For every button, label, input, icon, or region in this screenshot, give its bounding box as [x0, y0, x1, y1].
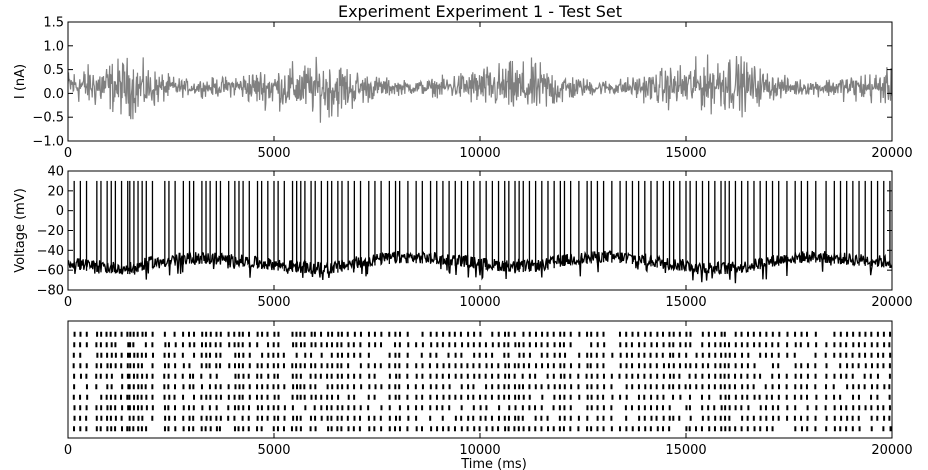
- voltage-y-label: Voltage (mV): [13, 188, 28, 273]
- current-y-tick-label: −1.0: [32, 135, 64, 150]
- current-y-tick-label: −0.5: [32, 111, 64, 126]
- raster-x-tick-label: 15000: [665, 443, 706, 458]
- current-y-label: I (nA): [13, 64, 28, 99]
- raster-x-tick-label: 10000: [459, 443, 500, 458]
- raster-x-tick-label: 5000: [257, 443, 290, 458]
- voltage-x-tick-label: 20000: [871, 295, 912, 310]
- voltage-y-tick-label: 0: [56, 204, 64, 219]
- voltage-x-tick-label: 15000: [665, 295, 706, 310]
- voltage-y-tick-label: −40: [37, 244, 64, 259]
- voltage-baseline: [68, 249, 892, 284]
- voltage-x-tick-label: 10000: [459, 295, 500, 310]
- voltage-panel: 0 5000 10000 15000 20000 −80 −60 −40 −20 0 20 40 Vol…: [13, 165, 913, 311]
- voltage-frame: [67, 170, 893, 291]
- current-y-tick-label: 1.5: [43, 16, 64, 31]
- raster-x-tick-label: 20000: [871, 443, 912, 458]
- voltage-x-tick-label: 0: [64, 295, 72, 310]
- current-x-tick-label: 5000: [257, 146, 290, 161]
- raster-panel: 0 5000 10000 15000 20000 Time (ms): [64, 320, 913, 470]
- current-frame: [67, 21, 893, 142]
- voltage-x-tick-label: 5000: [257, 295, 290, 310]
- voltage-y-tick-label: −80: [37, 284, 64, 299]
- voltage-y-tick-label: 20: [47, 184, 64, 199]
- raster-x-label: Time (ms): [460, 457, 527, 470]
- current-y-tick-label: 0.0: [43, 87, 64, 102]
- current-x-tick-label: 10000: [459, 146, 500, 161]
- current-x-tick-label: 20000: [871, 146, 912, 161]
- current-x-tick-label: 15000: [665, 146, 706, 161]
- raster-frame: [67, 320, 893, 439]
- current-panel: 0 5000 10000 15000 20000 −1.0 −0.5 0.0 0.5 1.0 1.5…: [13, 16, 913, 162]
- voltage-y-tick-label: −60: [37, 264, 64, 279]
- current-trace: [68, 54, 892, 123]
- current-y-tick-label: 0.5: [43, 63, 64, 78]
- figure-title: Experiment Experiment 1 - Test Set: [338, 2, 622, 21]
- current-y-tick-label: 1.0: [43, 39, 64, 54]
- current-x-tick-label: 0: [64, 146, 72, 161]
- voltage-y-tick-label: 40: [47, 165, 64, 180]
- raster-x-tick-label: 0: [64, 443, 72, 458]
- voltage-y-tick-label: −20: [37, 224, 64, 239]
